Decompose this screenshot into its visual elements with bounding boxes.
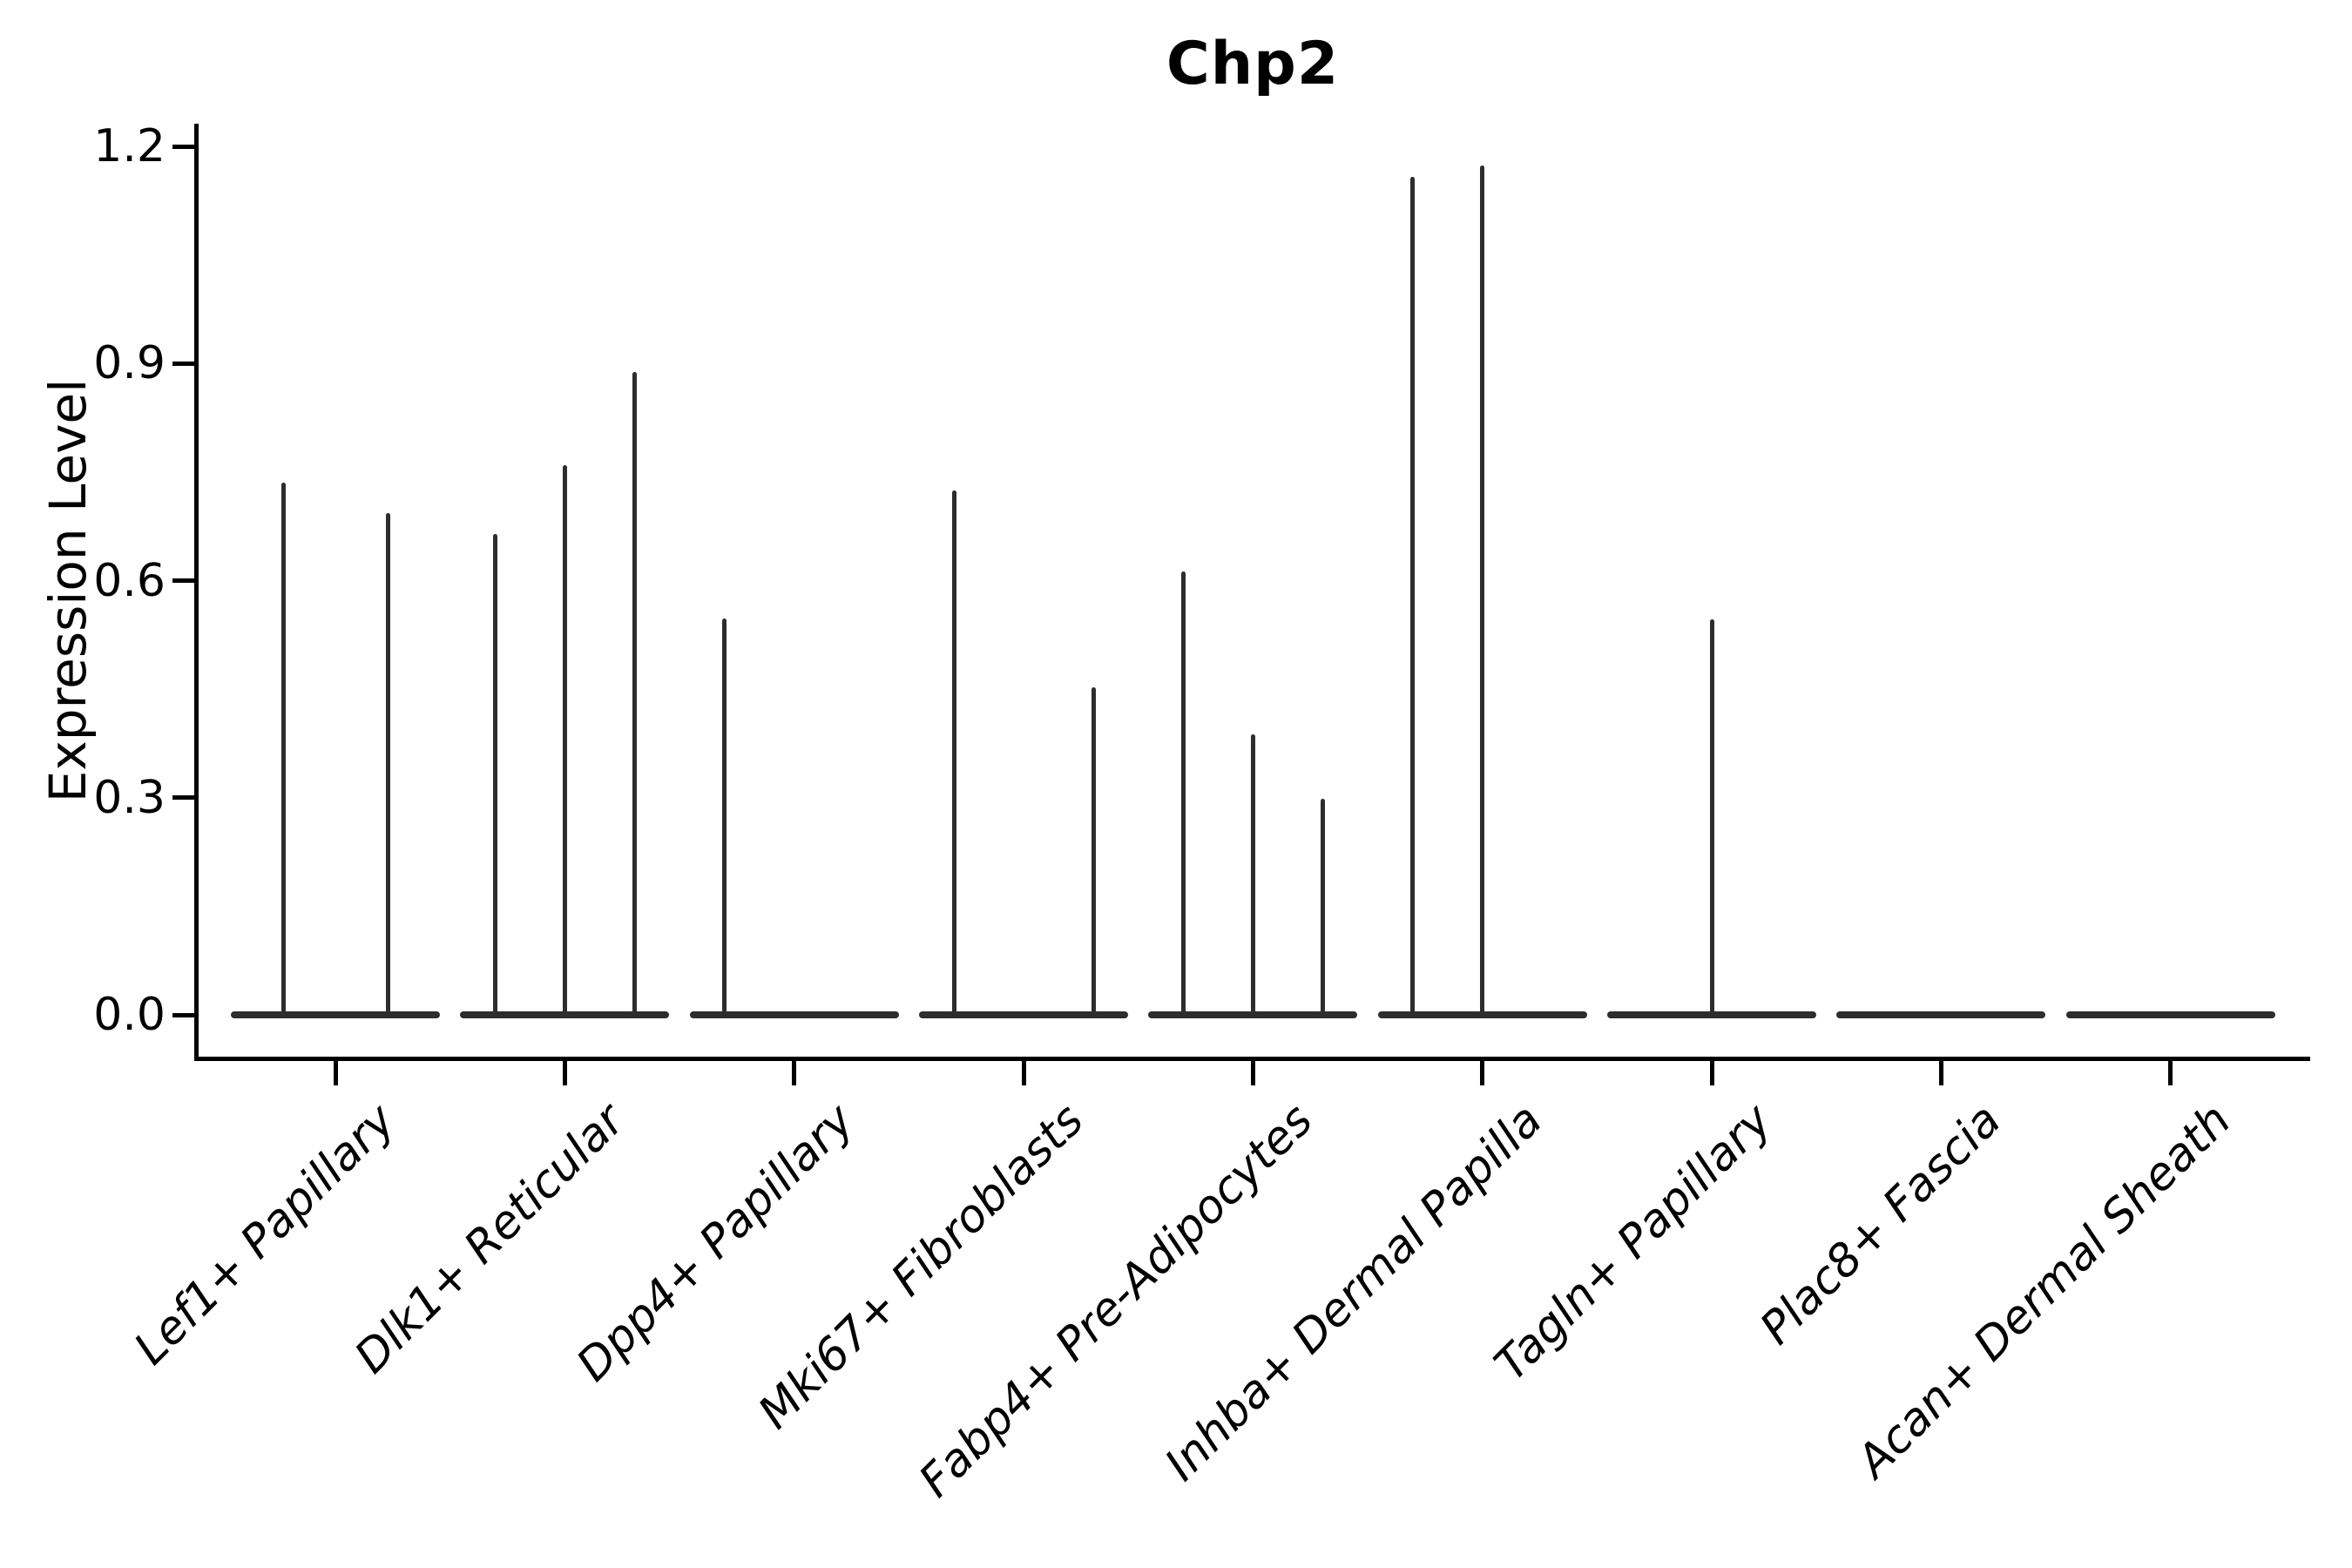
- x-tick-label: Plac8+ Fascia: [1750, 1094, 2011, 1355]
- violin-spike: [1180, 571, 1186, 1015]
- x-tick-label: Inhba+ Dermal Papilla: [1155, 1094, 1553, 1491]
- x-tick: [333, 1061, 338, 1085]
- violin-spike: [562, 464, 567, 1015]
- x-tick: [1709, 1061, 1714, 1085]
- y-tick-label: 0.0: [93, 989, 166, 1041]
- violin-baseline: [919, 1011, 1129, 1018]
- x-tick: [1250, 1061, 1255, 1085]
- y-axis-spine: [194, 124, 199, 1061]
- x-tick: [1480, 1061, 1485, 1085]
- y-tick-label: 0.6: [93, 554, 166, 607]
- x-tick: [792, 1061, 797, 1085]
- x-tick: [2168, 1061, 2173, 1085]
- violin-baseline: [1148, 1011, 1358, 1018]
- y-tick-label: 0.3: [93, 771, 166, 824]
- violin-spike: [1320, 798, 1325, 1015]
- x-tick-label: Acan+ Dermal Sheath: [1847, 1094, 2241, 1488]
- x-tick: [1938, 1061, 1943, 1085]
- y-tick: [172, 144, 194, 149]
- violin-spike: [632, 372, 637, 1015]
- violin-baseline: [1377, 1011, 1587, 1018]
- violin-baseline: [2065, 1011, 2275, 1018]
- violin-spike: [1480, 165, 1485, 1015]
- y-tick-label: 0.9: [93, 337, 166, 390]
- violin-spike: [951, 490, 956, 1015]
- violin-baseline: [1607, 1011, 1817, 1018]
- violin-spike: [1709, 618, 1714, 1015]
- violin-spike: [1410, 176, 1416, 1015]
- y-tick: [172, 578, 194, 584]
- y-tick-label: 1.2: [93, 120, 166, 173]
- x-tick: [1021, 1061, 1026, 1085]
- x-tick-label: Fabp4+ Pre-Adipocytes: [909, 1094, 1323, 1508]
- violin-baseline: [460, 1011, 670, 1018]
- violin-baseline: [1836, 1011, 2046, 1018]
- violin-spike: [1250, 733, 1255, 1015]
- x-tick: [562, 1061, 567, 1085]
- y-tick: [172, 795, 194, 801]
- chart-title: Chp2: [1166, 30, 1340, 98]
- y-tick: [172, 361, 194, 366]
- x-axis-spine: [194, 1057, 2310, 1061]
- violin-spike: [385, 513, 390, 1015]
- violin-spike: [492, 533, 497, 1015]
- y-tick: [172, 1012, 194, 1017]
- violin-baseline: [689, 1011, 899, 1018]
- violin-spike: [1091, 686, 1096, 1015]
- violin-baseline: [231, 1011, 440, 1018]
- violin-spike: [722, 618, 727, 1015]
- violin-spike: [280, 483, 286, 1015]
